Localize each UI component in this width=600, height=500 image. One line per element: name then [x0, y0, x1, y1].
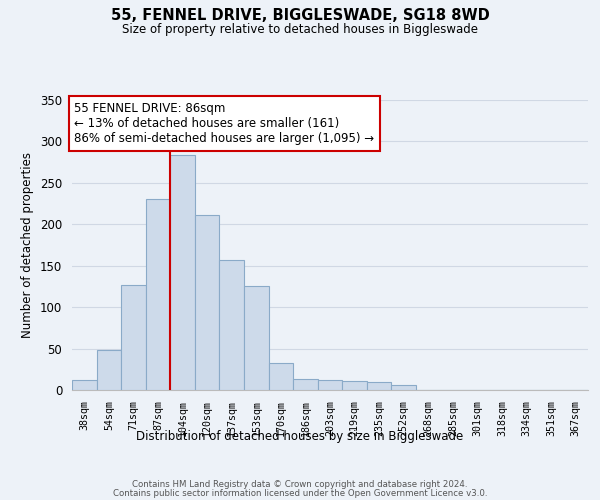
Bar	[220, 260, 244, 390]
Bar	[269, 362, 293, 390]
Y-axis label: Number of detached properties: Number of detached properties	[22, 152, 34, 338]
Bar	[146, 198, 170, 390]
Bar	[318, 380, 342, 390]
Bar	[293, 379, 318, 390]
Bar	[97, 350, 121, 390]
Text: Contains HM Land Registry data © Crown copyright and database right 2024.: Contains HM Land Registry data © Crown c…	[132, 480, 468, 489]
Bar	[72, 380, 97, 390]
Text: 55, FENNEL DRIVE, BIGGLESWADE, SG18 8WD: 55, FENNEL DRIVE, BIGGLESWADE, SG18 8WD	[110, 8, 490, 22]
Bar	[342, 381, 367, 390]
Text: Distribution of detached houses by size in Biggleswade: Distribution of detached houses by size …	[136, 430, 464, 443]
Bar	[121, 285, 146, 390]
Bar	[195, 215, 220, 390]
Bar	[244, 286, 269, 390]
Text: 55 FENNEL DRIVE: 86sqm
← 13% of detached houses are smaller (161)
86% of semi-de: 55 FENNEL DRIVE: 86sqm ← 13% of detached…	[74, 102, 374, 144]
Text: Size of property relative to detached houses in Biggleswade: Size of property relative to detached ho…	[122, 22, 478, 36]
Bar	[170, 154, 195, 390]
Bar	[391, 385, 416, 390]
Text: Contains public sector information licensed under the Open Government Licence v3: Contains public sector information licen…	[113, 489, 487, 498]
Bar	[367, 382, 391, 390]
